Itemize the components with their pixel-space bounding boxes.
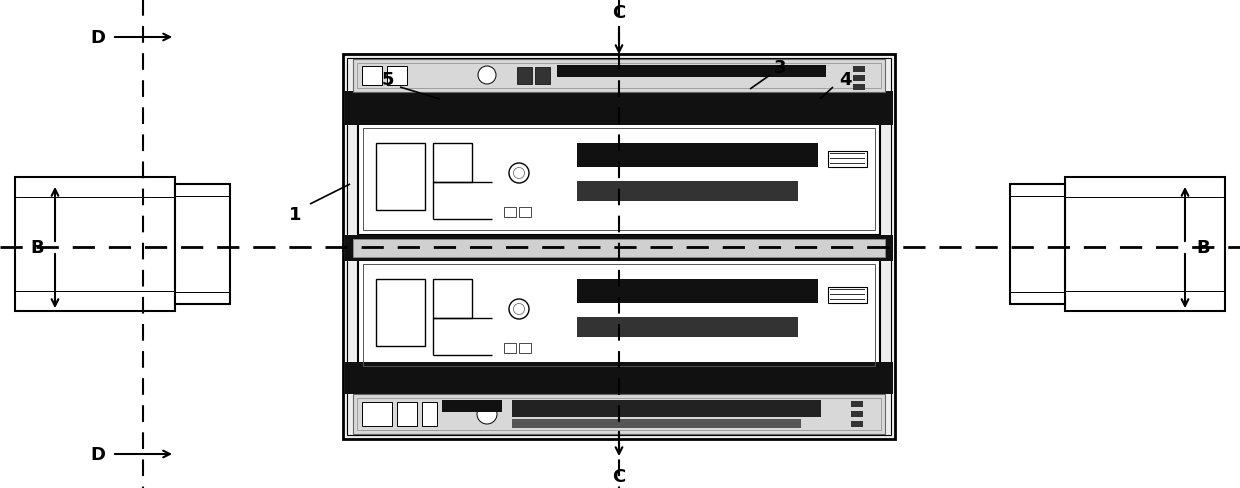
Bar — [503, 343, 516, 353]
Bar — [433, 143, 472, 183]
Bar — [1065, 178, 1225, 311]
Text: D: D — [91, 29, 105, 47]
Text: B: B — [30, 239, 43, 257]
Bar — [520, 207, 531, 218]
Bar — [577, 143, 818, 168]
Text: 5: 5 — [382, 71, 394, 89]
Bar — [577, 317, 799, 337]
Bar — [851, 411, 863, 417]
Bar — [520, 343, 531, 353]
Bar — [503, 207, 516, 218]
Circle shape — [513, 304, 525, 315]
Bar — [853, 67, 866, 73]
Bar — [1011, 184, 1065, 305]
Bar — [358, 124, 880, 236]
Bar — [577, 280, 818, 304]
Bar — [363, 129, 875, 230]
Text: 3: 3 — [774, 59, 786, 77]
Bar — [512, 419, 801, 428]
Bar — [517, 68, 532, 85]
Bar — [345, 236, 893, 262]
Text: D: D — [91, 445, 105, 463]
Bar — [441, 400, 502, 412]
Bar — [830, 299, 866, 301]
Text: 1: 1 — [289, 205, 301, 224]
Bar — [362, 402, 392, 426]
Bar — [853, 76, 866, 82]
Bar — [175, 184, 229, 305]
Bar — [828, 287, 867, 304]
Bar — [343, 55, 895, 439]
Bar — [363, 264, 875, 366]
Bar — [353, 60, 885, 93]
Bar — [830, 159, 866, 160]
Bar — [376, 143, 425, 210]
Bar — [376, 280, 425, 346]
Bar — [15, 178, 175, 311]
Bar — [433, 280, 472, 318]
Bar — [347, 59, 892, 435]
Bar — [557, 66, 826, 78]
Text: 4: 4 — [838, 71, 851, 89]
Bar — [830, 163, 866, 164]
Bar — [830, 154, 866, 155]
Circle shape — [477, 67, 496, 85]
Bar — [422, 402, 436, 426]
Circle shape — [513, 168, 525, 179]
Bar — [397, 402, 417, 426]
Text: B: B — [1197, 239, 1210, 257]
Bar — [830, 289, 866, 290]
Text: C: C — [613, 467, 626, 485]
Bar — [353, 240, 885, 258]
Bar — [851, 421, 863, 427]
Bar — [577, 182, 799, 202]
Bar — [345, 362, 893, 394]
Bar — [387, 67, 407, 86]
Bar — [828, 152, 867, 168]
Bar — [534, 68, 551, 85]
Circle shape — [508, 163, 529, 183]
Circle shape — [477, 404, 497, 424]
Text: C: C — [613, 4, 626, 22]
Bar — [851, 401, 863, 407]
Bar — [358, 260, 880, 371]
Circle shape — [508, 299, 529, 319]
Bar — [357, 64, 880, 89]
Bar — [357, 398, 880, 430]
Bar — [853, 85, 866, 91]
Bar — [362, 67, 382, 86]
Bar — [512, 400, 821, 417]
Bar — [830, 294, 866, 295]
Bar — [345, 92, 893, 126]
Bar — [353, 394, 885, 434]
